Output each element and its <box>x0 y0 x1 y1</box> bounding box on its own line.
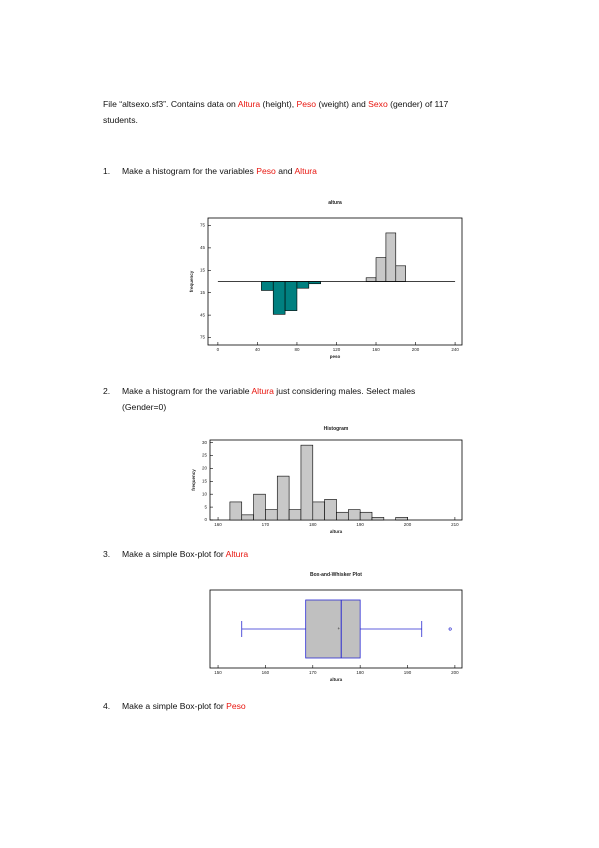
highlight: Peso <box>226 701 246 711</box>
x-tick-label: 160 <box>372 347 380 352</box>
bar <box>365 277 377 282</box>
y-axis-label: frequency <box>189 270 194 292</box>
bar <box>276 475 290 521</box>
text-run: (weight) and <box>316 99 368 109</box>
item-number: 1. <box>103 166 110 176</box>
chart-title: Histogram <box>324 426 349 432</box>
text-run: (Gender=0) <box>122 402 166 412</box>
bar <box>371 517 385 521</box>
bar <box>288 509 302 521</box>
x-tick-label: 160 <box>214 522 222 527</box>
bar <box>324 499 337 521</box>
bar <box>375 257 387 282</box>
bar <box>241 514 254 521</box>
item-number: 4. <box>103 701 110 711</box>
highlight: Altura <box>226 549 249 559</box>
y-tick-label: 5 <box>204 504 207 509</box>
text-line: (Gender=0) <box>122 402 166 412</box>
highlight: Peso <box>296 99 316 109</box>
x-tick-label: 180 <box>356 670 364 675</box>
highlight: Peso <box>256 166 276 176</box>
bar <box>229 501 243 521</box>
box <box>305 599 361 659</box>
text-run: Make a histogram for the variable <box>122 386 251 396</box>
x-axis-label: peso <box>330 354 341 359</box>
chart-title: altura <box>328 200 342 206</box>
y-tick-label: 15 <box>200 290 206 295</box>
plot-frame <box>207 217 463 346</box>
x-tick-label: 0 <box>217 347 220 352</box>
bar <box>296 281 310 289</box>
text-run: (height), <box>260 99 296 109</box>
bar <box>395 517 408 521</box>
x-tick-label: 200 <box>451 670 459 675</box>
outlier <box>448 627 452 631</box>
text-run: Make a simple Box-plot for <box>122 701 226 711</box>
y-tick-label: 0 <box>204 517 207 522</box>
x-tick-label: 80 <box>294 347 300 352</box>
bar <box>253 493 266 521</box>
x-tick-label: 200 <box>404 522 412 527</box>
x-tick-label: 180 <box>309 522 317 527</box>
y-tick-label: 25 <box>202 453 208 458</box>
text-run: (gender) of 117 <box>388 99 449 109</box>
x-tick-label: 170 <box>309 670 317 675</box>
text-run: just considering males. Select males <box>274 386 415 396</box>
x-tick-label: 170 <box>262 522 270 527</box>
x-tick-label: 160 <box>262 670 270 675</box>
bar <box>359 511 373 521</box>
x-tick-label: 190 <box>356 522 364 527</box>
text-line: Make a simple Box-plot for Altura <box>122 549 248 559</box>
text-run: Make a histogram for the variables <box>122 166 256 176</box>
x-tick-label: 210 <box>451 522 459 527</box>
y-tick-label: 30 <box>202 440 208 445</box>
text-line: Make a simple Box-plot for Peso <box>122 701 246 711</box>
text-run: and <box>276 166 295 176</box>
bar <box>336 511 349 521</box>
text-line: students. <box>103 115 138 125</box>
y-tick-label: 45 <box>200 245 206 250</box>
bar <box>265 509 278 521</box>
chart-title: Box-and-Whisker Plot <box>310 572 362 578</box>
y-tick-label: 20 <box>202 466 208 471</box>
y-tick-label: 10 <box>202 491 208 496</box>
text-run: students. <box>103 115 138 125</box>
y-tick-label: 15 <box>200 267 206 272</box>
text-line: File “altsexo.sf3”. Contains data on Alt… <box>103 99 448 109</box>
y-tick-label: 75 <box>200 223 206 228</box>
bar <box>300 444 314 521</box>
y-tick-label: 75 <box>200 335 206 340</box>
bar <box>312 501 325 521</box>
y-axis-label: frequency <box>191 469 196 491</box>
text-run: Make a simple Box-plot for <box>122 549 226 559</box>
bar <box>284 281 298 311</box>
x-tick-label: 120 <box>333 347 341 352</box>
highlight: Altura <box>294 166 317 176</box>
highlight: Altura <box>251 386 274 396</box>
x-tick-label: 240 <box>451 347 459 352</box>
item-number: 3. <box>103 549 110 559</box>
bar <box>272 281 286 315</box>
x-axis-label: altura <box>330 529 343 534</box>
x-axis-label: altura <box>330 677 343 682</box>
y-tick-label: 45 <box>200 312 206 317</box>
x-tick-label: 190 <box>404 670 412 675</box>
item-number: 2. <box>103 386 110 396</box>
bar <box>385 232 397 282</box>
mean: + <box>338 626 341 631</box>
bar <box>348 509 361 521</box>
bar <box>395 265 406 282</box>
bar <box>261 281 274 291</box>
y-tick-label: 15 <box>202 478 208 483</box>
x-tick-label: 200 <box>412 347 420 352</box>
x-tick-label: 150 <box>214 670 222 675</box>
text-run: File “altsexo.sf3”. Contains data on <box>103 99 238 109</box>
highlight: Altura <box>238 99 261 109</box>
plot-frame <box>209 589 463 669</box>
text-line: Make a histogram for the variables Peso … <box>122 166 317 176</box>
highlight: Sexo <box>368 99 388 109</box>
x-tick-label: 40 <box>255 347 261 352</box>
text-line: Make a histogram for the variable Altura… <box>122 386 415 396</box>
